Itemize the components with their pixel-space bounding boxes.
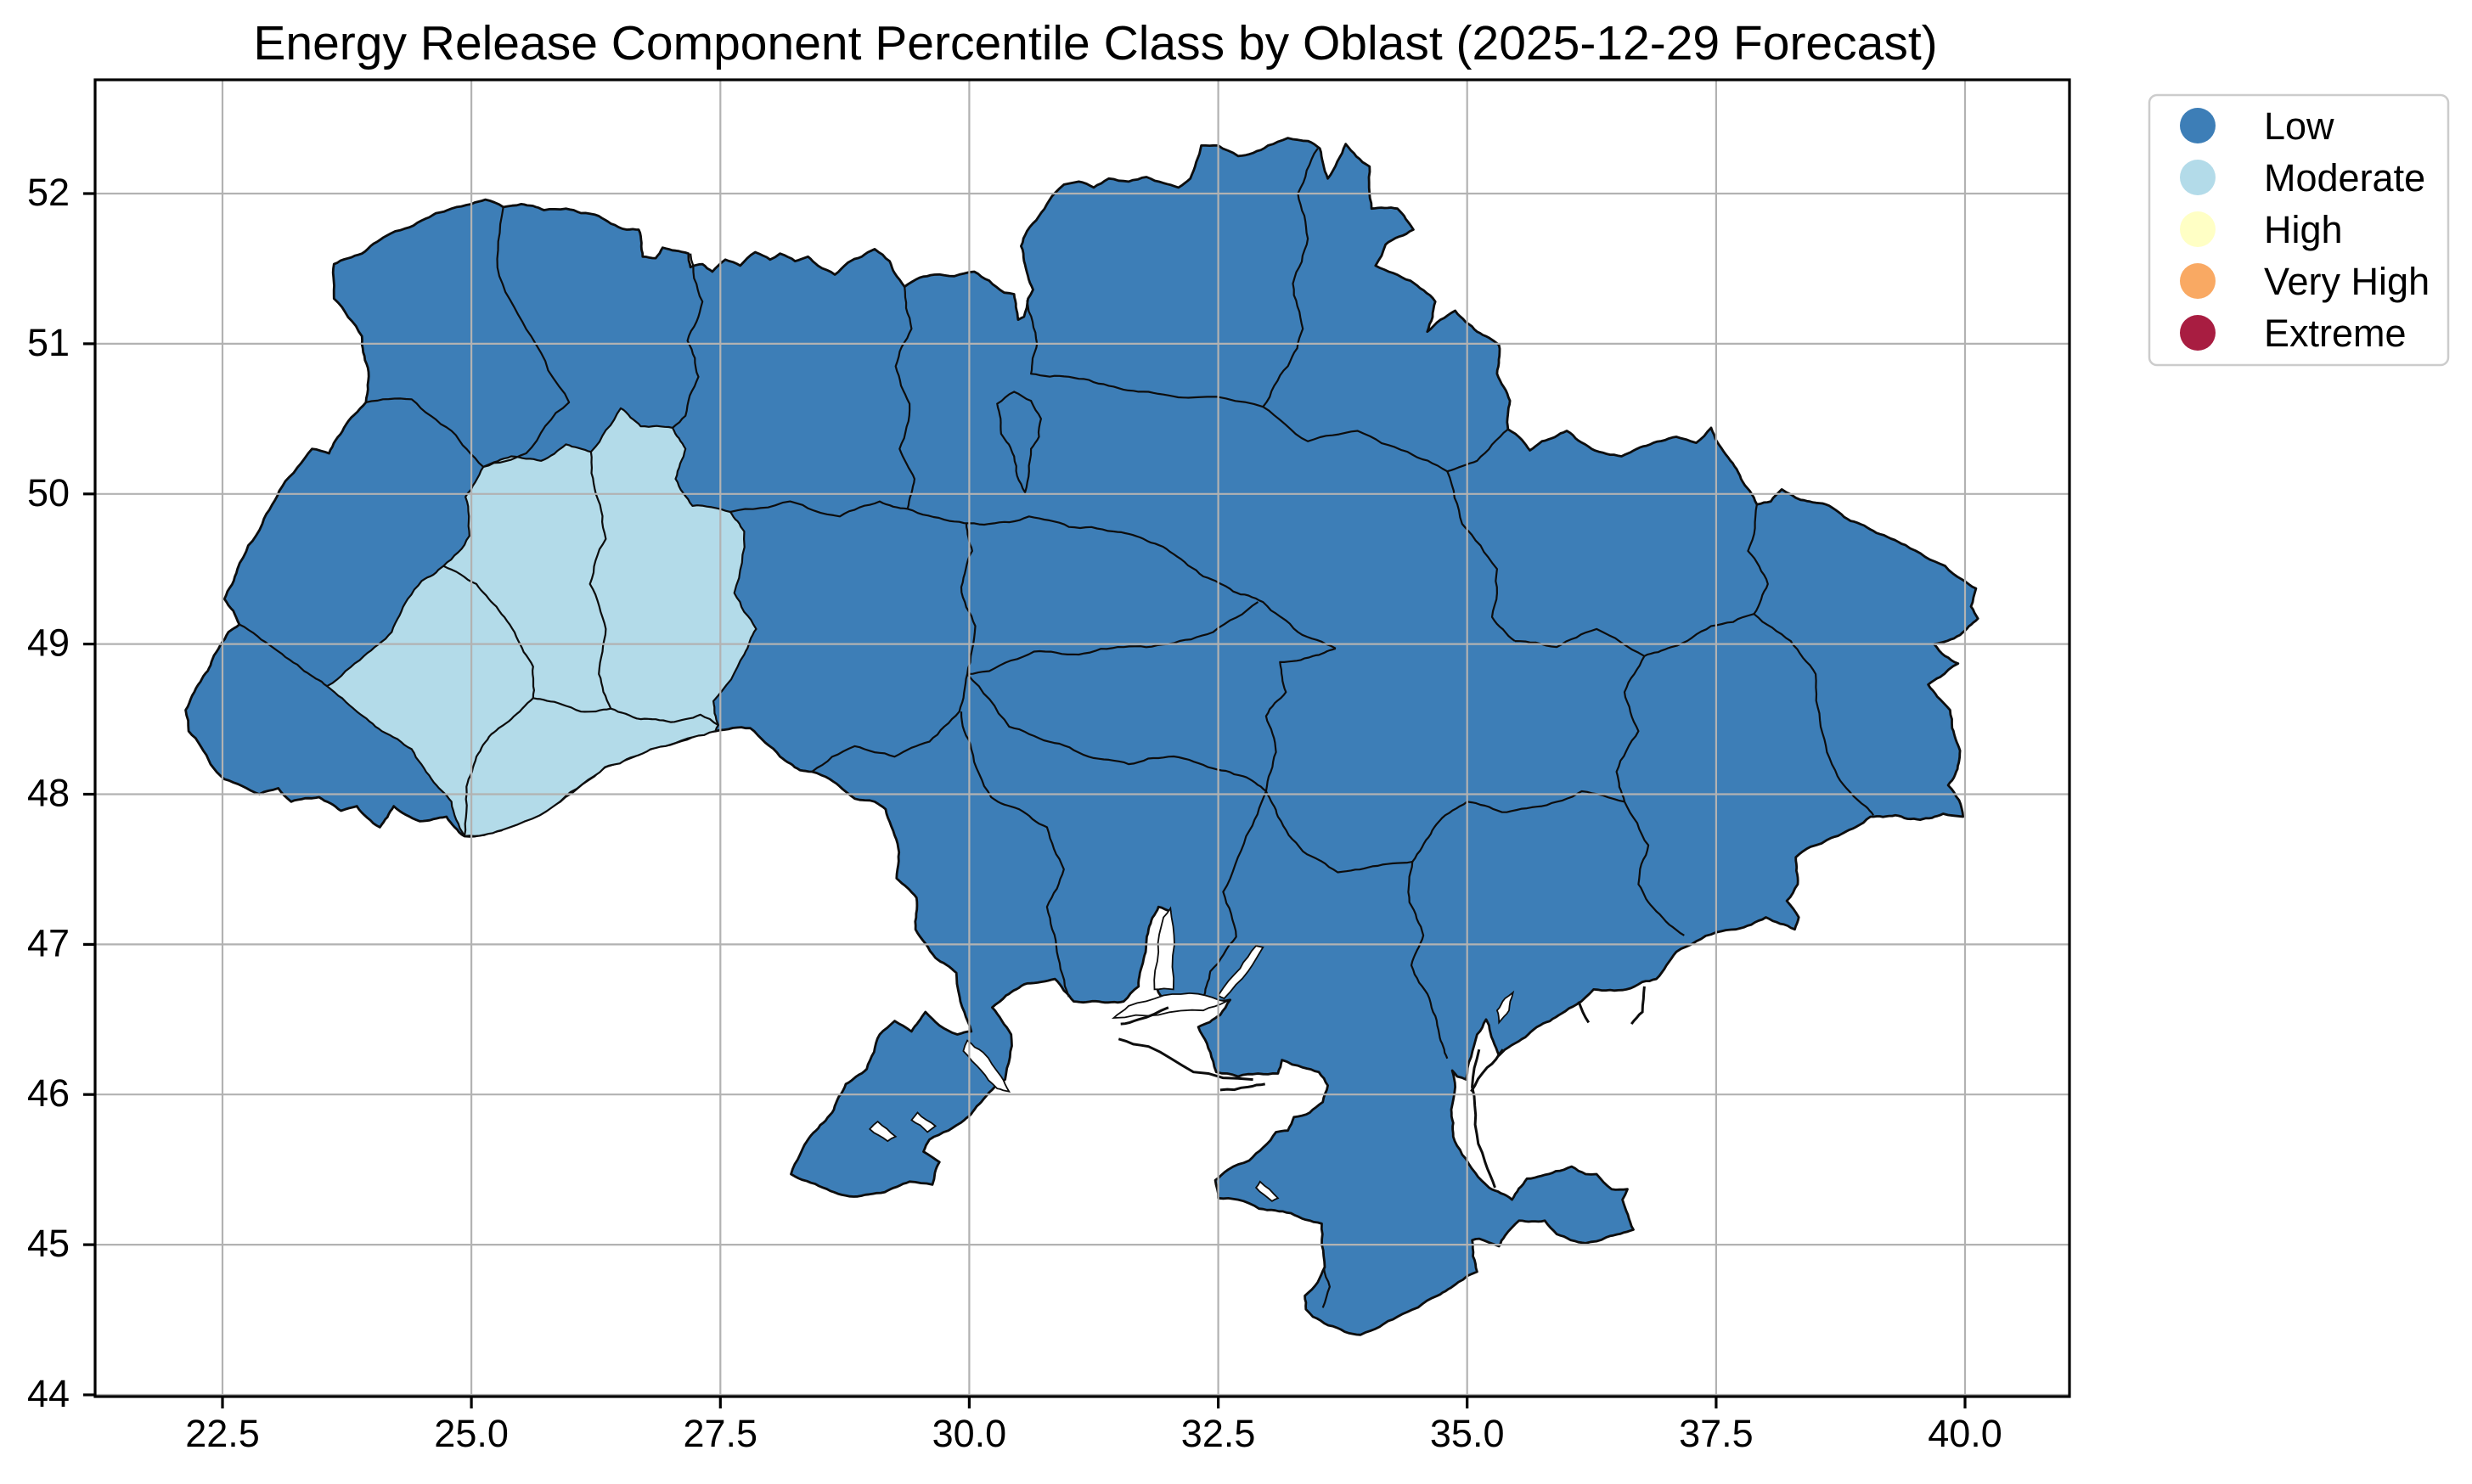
svg-text:High: High [2264,208,2343,251]
svg-text:Very High: Very High [2264,260,2430,303]
svg-text:44: 44 [27,1372,70,1415]
svg-text:47: 47 [27,921,70,964]
svg-text:Low: Low [2264,104,2334,148]
svg-text:Extreme: Extreme [2264,312,2407,355]
svg-text:45: 45 [27,1222,70,1265]
svg-text:Energy Release Component Perce: Energy Release Component Percentile Clas… [253,16,1937,70]
svg-text:Moderate: Moderate [2264,156,2425,200]
svg-text:30.0: 30.0 [932,1412,1007,1455]
svg-text:52: 52 [27,171,70,214]
svg-text:49: 49 [27,621,70,665]
svg-text:32.5: 32.5 [1181,1412,1256,1455]
svg-text:50: 50 [27,471,70,514]
svg-text:25.0: 25.0 [434,1412,509,1455]
svg-text:46: 46 [27,1071,70,1115]
svg-text:37.5: 37.5 [1679,1412,1754,1455]
svg-text:22.5: 22.5 [185,1412,260,1455]
svg-text:35.0: 35.0 [1430,1412,1505,1455]
svg-text:48: 48 [27,772,70,815]
svg-text:51: 51 [27,321,70,364]
svg-text:40.0: 40.0 [1928,1412,2002,1455]
svg-text:27.5: 27.5 [684,1412,758,1455]
